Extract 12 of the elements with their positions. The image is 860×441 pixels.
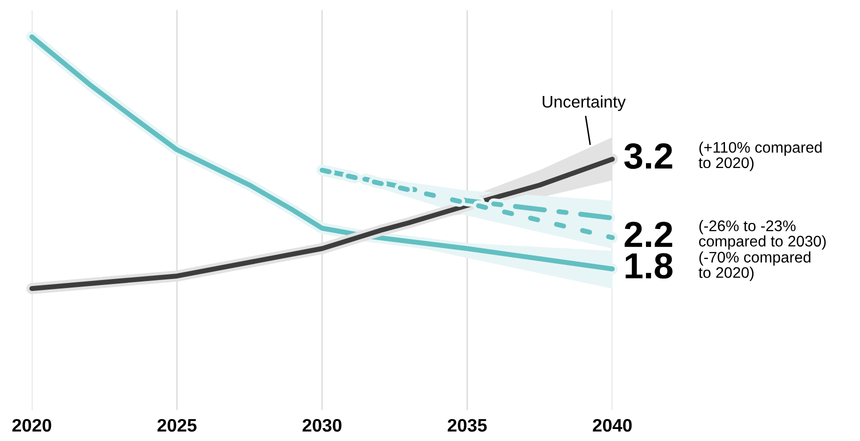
annotation: Uncertainty: [542, 95, 626, 111]
text: (+110% compared to 2020): [698, 142, 822, 172]
x-tick-label: 2025: [157, 418, 197, 432]
x-tick-label: 2040: [592, 418, 632, 432]
x-tick-label: 2030: [302, 418, 342, 432]
text: (-26% to -23% compared to 2030): [699, 220, 826, 250]
x-tick-label: 2020: [12, 418, 52, 432]
data-label: 2.2: [624, 222, 672, 247]
data-label: 3.2: [624, 143, 672, 169]
data-label: 1.8: [626, 253, 673, 279]
x-tick-label: 2035: [448, 418, 487, 432]
text: (-70% compared to 2020): [698, 251, 810, 281]
